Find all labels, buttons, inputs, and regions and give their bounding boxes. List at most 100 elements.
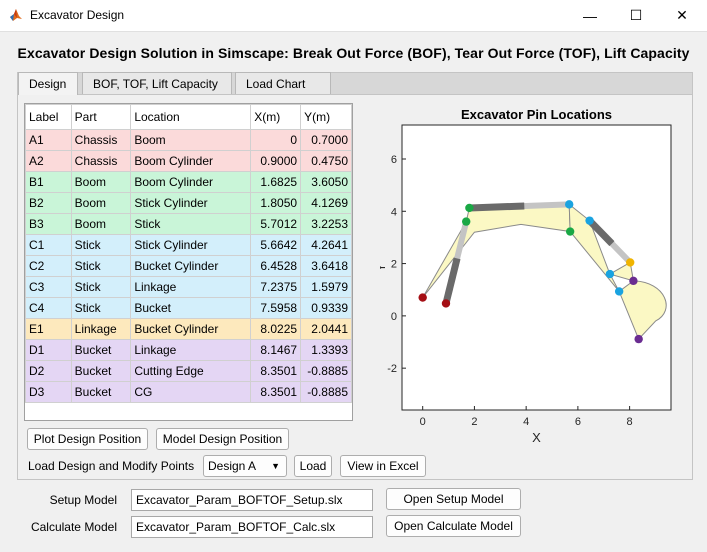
tab-design[interactable]: Design	[18, 72, 78, 95]
cell-location[interactable]: Boom Cylinder	[130, 150, 252, 172]
cell-location[interactable]: Stick Cylinder	[130, 234, 252, 256]
header-x[interactable]: X(m)	[250, 104, 302, 130]
calculate-model-field[interactable]: Excavator_Param_BOFTOF_Calc.slx	[131, 516, 373, 538]
cell-x[interactable]: 5.6642	[250, 234, 302, 256]
cell-y[interactable]: 3.2253	[300, 213, 352, 235]
table-row[interactable]: A2 Chassis Boom Cylinder 0.9000 0.4750	[25, 150, 352, 172]
table-row[interactable]: B1 Boom Boom Cylinder 1.6825 3.6050	[25, 171, 352, 193]
table-row[interactable]: D2 Bucket Cutting Edge 8.3501 -0.8885	[25, 360, 352, 382]
table-row[interactable]: E1 Linkage Bucket Cylinder 8.0225 2.0441	[25, 318, 352, 340]
minimize-button[interactable]: —	[567, 0, 613, 31]
cell-label[interactable]: A1	[25, 129, 72, 151]
table-row[interactable]: B2 Boom Stick Cylinder 1.8050 4.1269	[25, 192, 352, 214]
load-button[interactable]: Load	[294, 455, 332, 477]
cell-y[interactable]: 4.1269	[300, 192, 352, 214]
cell-label[interactable]: B3	[25, 213, 72, 235]
cell-part[interactable]: Linkage	[70, 318, 132, 340]
cell-location[interactable]: Bucket Cylinder	[130, 318, 252, 340]
cell-y[interactable]: 4.2641	[300, 234, 352, 256]
cell-label[interactable]: D2	[25, 360, 72, 382]
cell-y[interactable]: 1.3393	[300, 339, 352, 361]
cell-x[interactable]: 6.4528	[250, 255, 302, 277]
table-row[interactable]: B3 Boom Stick 5.7012 3.2253	[25, 213, 352, 235]
view-in-excel-button[interactable]: View in Excel	[340, 455, 426, 477]
cell-y[interactable]: 1.5979	[300, 276, 352, 298]
cell-y[interactable]: 3.6418	[300, 255, 352, 277]
cell-part[interactable]: Bucket	[70, 360, 132, 382]
cell-x[interactable]: 8.1467	[250, 339, 302, 361]
cell-x[interactable]: 1.8050	[250, 192, 302, 214]
cell-location[interactable]: Cutting Edge	[130, 360, 252, 382]
cell-location[interactable]: Stick	[130, 213, 252, 235]
cell-location[interactable]: Bucket Cylinder	[130, 255, 252, 277]
cell-label[interactable]: B2	[25, 192, 72, 214]
table-row[interactable]: C2 Stick Bucket Cylinder 6.4528 3.6418	[25, 255, 352, 277]
cell-part[interactable]: Bucket	[70, 339, 132, 361]
cell-location[interactable]: Linkage	[130, 276, 252, 298]
cell-y[interactable]: 0.7000	[300, 129, 352, 151]
cell-location[interactable]: Bucket	[130, 297, 252, 319]
cell-part[interactable]: Boom	[70, 213, 132, 235]
cell-location[interactable]: Stick Cylinder	[130, 192, 252, 214]
pin-table[interactable]: Label Part Location X(m) Y(m) A1 Chassis B…	[24, 103, 353, 421]
cell-part[interactable]: Stick	[70, 255, 132, 277]
cell-label[interactable]: C1	[25, 234, 72, 256]
cell-x[interactable]: 8.0225	[250, 318, 302, 340]
cell-label[interactable]: C2	[25, 255, 72, 277]
cell-x[interactable]: 8.3501	[250, 360, 302, 382]
model-design-position-button[interactable]: Model Design Position	[156, 428, 289, 450]
cell-label[interactable]: C3	[25, 276, 72, 298]
cell-x[interactable]: 7.2375	[250, 276, 302, 298]
setup-model-field[interactable]: Excavator_Param_BOFTOF_Setup.slx	[131, 489, 373, 511]
cell-y[interactable]: -0.8885	[300, 360, 352, 382]
tab-bof-tof-lift[interactable]: BOF, TOF, Lift Capacity	[82, 72, 232, 94]
header-label[interactable]: Label	[25, 104, 72, 130]
cell-label[interactable]: E1	[25, 318, 72, 340]
cell-part[interactable]: Boom	[70, 192, 132, 214]
cell-y[interactable]: 0.4750	[300, 150, 352, 172]
tab-load-chart[interactable]: Load Chart	[235, 72, 331, 94]
cell-label[interactable]: A2	[25, 150, 72, 172]
design-select[interactable]: Design A ▼	[203, 455, 287, 477]
cell-part[interactable]: Stick	[70, 234, 132, 256]
cell-location[interactable]: Linkage	[130, 339, 252, 361]
table-row[interactable]: D3 Bucket CG 8.3501 -0.8885	[25, 381, 352, 403]
table-row[interactable]: C4 Stick Bucket 7.5958 0.9339	[25, 297, 352, 319]
cell-part[interactable]: Stick	[70, 276, 132, 298]
cell-y[interactable]: 0.9339	[300, 297, 352, 319]
cell-part[interactable]: Chassis	[70, 150, 132, 172]
cell-part[interactable]: Stick	[70, 297, 132, 319]
header-part[interactable]: Part	[70, 104, 132, 130]
cell-label[interactable]: C4	[25, 297, 72, 319]
cell-x[interactable]: 7.5958	[250, 297, 302, 319]
cell-label[interactable]: D3	[25, 381, 72, 403]
cell-label[interactable]: D1	[25, 339, 72, 361]
cell-x[interactable]: 0	[250, 129, 302, 151]
pin-locations-plot[interactable]: Excavator Pin Locations 0 2 4 6 8 -2 0 2 4 6 X Y	[380, 103, 683, 448]
cell-y[interactable]: -0.8885	[300, 381, 352, 403]
header-y[interactable]: Y(m)	[300, 104, 352, 130]
open-setup-model-button[interactable]: Open Setup Model	[386, 488, 521, 510]
cell-part[interactable]: Boom	[70, 171, 132, 193]
header-location[interactable]: Location	[130, 104, 252, 130]
table-row[interactable]: D1 Bucket Linkage 8.1467 1.3393	[25, 339, 352, 361]
open-calculate-model-button[interactable]: Open Calculate Model	[386, 515, 521, 537]
cell-label[interactable]: B1	[25, 171, 72, 193]
cell-location[interactable]: Boom Cylinder	[130, 171, 252, 193]
close-button[interactable]: ✕	[659, 0, 705, 31]
cell-x[interactable]: 0.9000	[250, 150, 302, 172]
cell-part[interactable]: Chassis	[70, 129, 132, 151]
cell-part[interactable]: Bucket	[70, 381, 132, 403]
table-row[interactable]: C1 Stick Stick Cylinder 5.6642 4.2641	[25, 234, 352, 256]
plot-design-position-button[interactable]: Plot Design Position	[27, 428, 148, 450]
cell-y[interactable]: 3.6050	[300, 171, 352, 193]
table-row[interactable]: C3 Stick Linkage 7.2375 1.5979	[25, 276, 352, 298]
cell-y[interactable]: 2.0441	[300, 318, 352, 340]
cell-x[interactable]: 5.7012	[250, 213, 302, 235]
cell-x[interactable]: 1.6825	[250, 171, 302, 193]
cell-x[interactable]: 8.3501	[250, 381, 302, 403]
table-row[interactable]: A1 Chassis Boom 0 0.7000	[25, 129, 352, 151]
cell-location[interactable]: Boom	[130, 129, 252, 151]
cell-location[interactable]: CG	[130, 381, 252, 403]
maximize-button[interactable]: ☐	[613, 0, 659, 31]
